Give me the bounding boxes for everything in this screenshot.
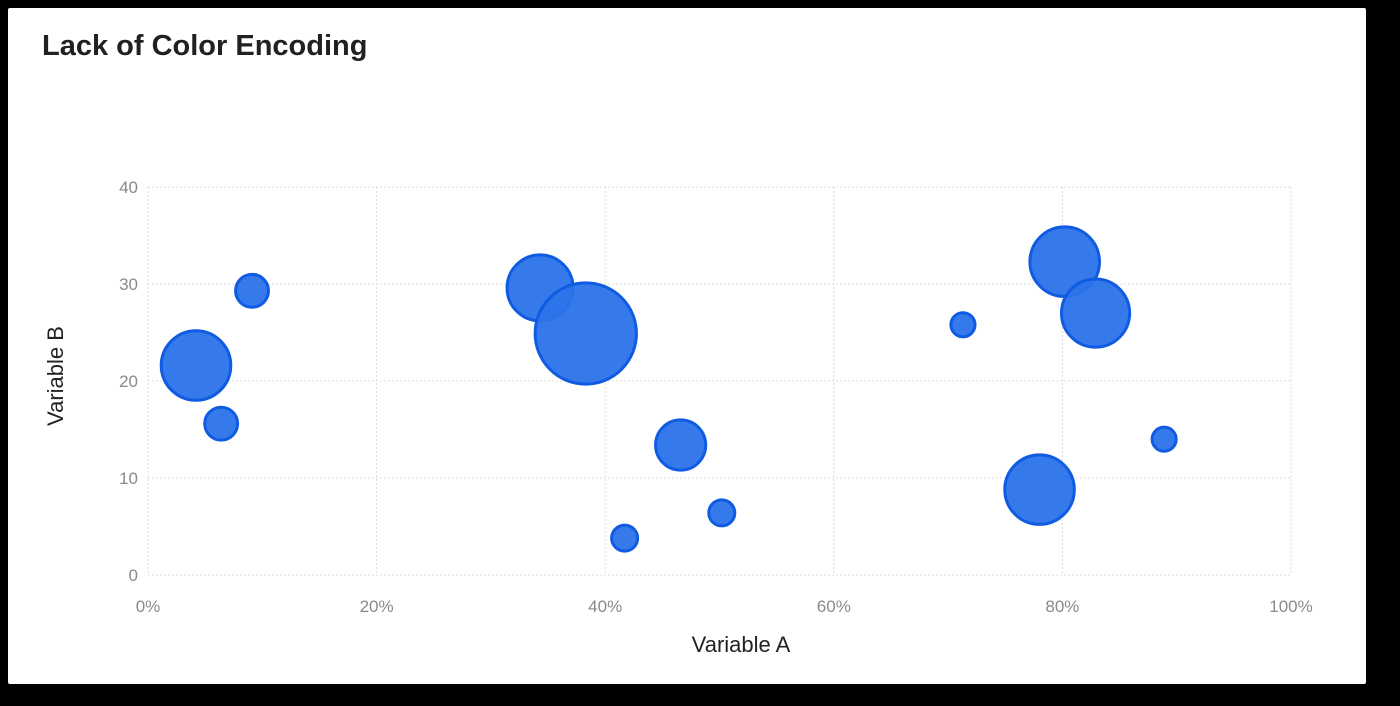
y-tick-label: 0 bbox=[129, 566, 138, 585]
chart-title: Lack of Color Encoding bbox=[42, 30, 368, 62]
x-tick-label: 80% bbox=[1045, 597, 1079, 616]
x-tick-label: 0% bbox=[136, 597, 161, 616]
bubble-point[interactable] bbox=[159, 329, 233, 402]
y-axis-label: Variable B bbox=[43, 326, 68, 426]
bubble-point[interactable] bbox=[533, 281, 638, 386]
bubble-point[interactable] bbox=[654, 418, 708, 472]
chart-card: Lack of Color Encoding 0 10 20 30 40 0% 20% 40%… bbox=[8, 8, 1366, 684]
y-tick-label: 20 bbox=[119, 372, 138, 391]
x-axis-label: Variable A bbox=[692, 632, 791, 657]
y-tick-label: 30 bbox=[119, 275, 138, 294]
x-tick-label: 100% bbox=[1269, 597, 1312, 616]
bubble-point[interactable] bbox=[1150, 425, 1178, 453]
bubble-point[interactable] bbox=[707, 498, 737, 528]
x-tick-label: 20% bbox=[360, 597, 394, 616]
bubble-chart: 0 10 20 30 40 0% 20% 40% 60% 80% 100% Variable A V… bbox=[43, 178, 1313, 657]
bubble-point[interactable] bbox=[610, 523, 640, 553]
bubble-point[interactable] bbox=[1003, 453, 1076, 526]
y-tick-label: 40 bbox=[119, 178, 138, 197]
bubble-point[interactable] bbox=[203, 405, 240, 442]
bubbles bbox=[159, 225, 1178, 553]
x-tick-label: 40% bbox=[588, 597, 622, 616]
tick-labels: 0 10 20 30 40 0% 20% 40% 60% 80% 100% bbox=[119, 178, 1313, 616]
bubble-point[interactable] bbox=[234, 272, 270, 309]
y-tick-label: 10 bbox=[119, 469, 138, 488]
x-tick-label: 60% bbox=[817, 597, 851, 616]
bubble-point[interactable] bbox=[949, 311, 977, 339]
bubble-point[interactable] bbox=[1059, 277, 1132, 349]
